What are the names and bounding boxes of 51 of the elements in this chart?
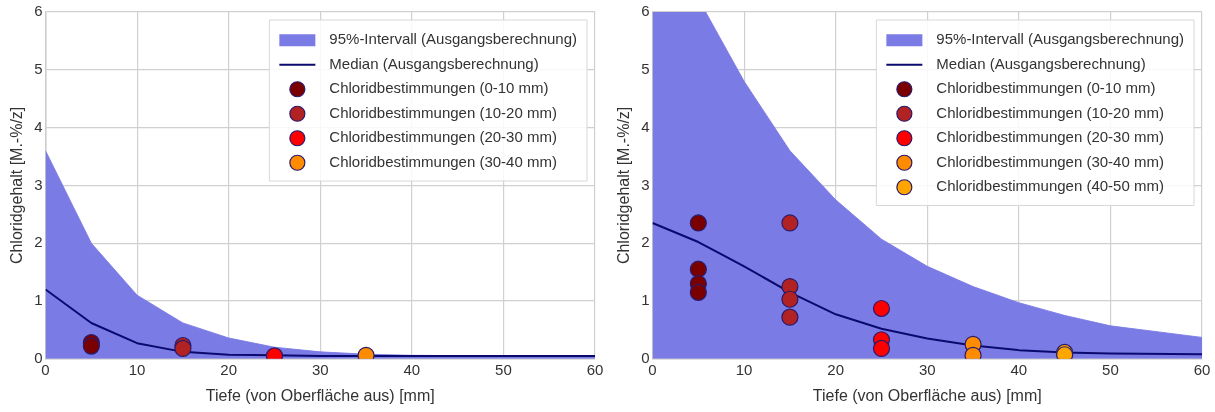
legend-label: Chloridbestimmungen (40-50 mm) <box>936 177 1164 195</box>
point <box>689 283 707 301</box>
legend-label: Chloridbestimmungen (30-40 mm) <box>329 152 557 170</box>
y-axis-title: Chloridgehalt [M.-%/z] <box>8 106 26 265</box>
legend-label: Median (Ausgangsberechnung) <box>329 54 539 72</box>
point <box>689 214 707 232</box>
y-tick-label: 5 <box>641 59 650 77</box>
x-tick-label: 60 <box>1193 360 1211 378</box>
y-tick-label: 1 <box>34 291 43 309</box>
point <box>781 290 799 308</box>
point <box>872 339 891 357</box>
y-tick-label: 4 <box>34 117 43 135</box>
legend-label: Chloridbestimmungen (20-30 mm) <box>329 128 557 146</box>
x-tick-label: 40 <box>403 360 421 378</box>
x-tick-label: 50 <box>495 360 512 378</box>
x-tick-label: 40 <box>1010 360 1028 378</box>
y-tick-label: 3 <box>641 175 650 193</box>
x-tick-label: 20 <box>220 360 238 378</box>
legend-label: Chloridbestimmungen (30-40 mm) <box>936 152 1164 170</box>
y-tick-label: 6 <box>34 2 43 20</box>
point <box>689 260 707 278</box>
x-axis-title: Tiefe (von Oberfläche aus) [mm] <box>205 386 435 404</box>
y-tick-label: 5 <box>34 59 43 77</box>
x-tick-label: 30 <box>918 360 936 378</box>
y-tick-label: 0 <box>641 348 650 366</box>
point <box>781 214 799 232</box>
x-tick-label: 10 <box>128 360 146 378</box>
y-tick-label: 1 <box>641 291 650 309</box>
y-tick-label: 0 <box>34 348 43 366</box>
y-tick-label: 2 <box>34 233 43 251</box>
x-tick-label: 60 <box>586 360 604 378</box>
legend-label: Chloridbestimmungen (10-20 mm) <box>329 103 557 121</box>
legend-label: Chloridbestimmungen (0-10 mm) <box>936 79 1156 97</box>
y-tick-label: 4 <box>641 117 650 135</box>
point <box>781 308 799 326</box>
legend-label: 95%-Intervall (Ausgangsberechnung) <box>936 30 1185 48</box>
y-tick-label: 6 <box>641 2 650 20</box>
x-axis-title: Tiefe (von Oberfläche aus) [mm] <box>812 386 1042 404</box>
legend-label: Chloridbestimmungen (0-10 mm) <box>329 79 549 97</box>
y-tick-label: 2 <box>641 233 650 251</box>
legend-label: Median (Ausgangsberechnung) <box>936 54 1146 72</box>
x-tick-label: 50 <box>1102 360 1119 378</box>
point <box>872 299 891 318</box>
y-tick-label: 3 <box>34 175 43 193</box>
legend-label: 95%-Intervall (Ausgangsberechnung) <box>329 30 578 48</box>
legend-label: Chloridbestimmungen (20-30 mm) <box>936 128 1164 146</box>
x-tick-label: 30 <box>311 360 329 378</box>
x-tick-label: 10 <box>735 360 753 378</box>
x-tick-label: 20 <box>827 360 845 378</box>
y-axis-title: Chloridgehalt [M.-%/z] <box>615 106 633 265</box>
legend-label: Chloridbestimmungen (10-20 mm) <box>936 103 1164 121</box>
